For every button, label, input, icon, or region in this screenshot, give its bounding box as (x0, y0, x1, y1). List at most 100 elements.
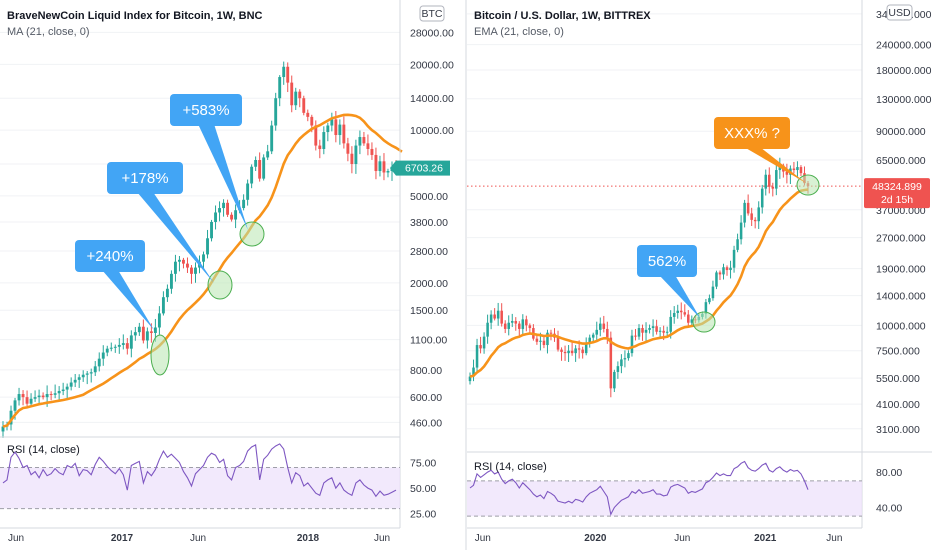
l-rsi-tick: 50.00 (410, 483, 436, 495)
candle-body (739, 222, 743, 240)
left-candles (1, 61, 398, 438)
r-price-tick: 5500.000 (876, 373, 920, 385)
candle-body (708, 298, 711, 303)
candle-body (133, 332, 137, 336)
r-price-tick: 240000.000 (876, 40, 932, 52)
candle-body (588, 337, 591, 343)
candle-body (294, 91, 298, 106)
candle-body (145, 331, 149, 341)
left-price-grid (0, 31, 400, 423)
candle-body (109, 347, 113, 349)
candle-body (546, 332, 549, 346)
candle-body (641, 328, 644, 333)
candle-body (278, 77, 282, 99)
candle-body (574, 348, 577, 354)
candle-body (326, 125, 330, 133)
r-price-tick: 3100.000 (876, 424, 920, 436)
right-time-axis: Jun 2020 Jun 2021 Jun (475, 533, 843, 544)
candle-body (33, 397, 37, 399)
candle-body (489, 314, 493, 323)
candle-body (250, 166, 254, 184)
candle-body (97, 358, 101, 367)
candle-body (378, 161, 382, 172)
candle-body (581, 349, 584, 354)
candle-body (41, 395, 45, 398)
candle-body (486, 322, 489, 337)
candle-body (382, 161, 386, 173)
l-price-tick: 14000.00 (410, 93, 454, 105)
l-price-tick: 5000.00 (410, 191, 448, 203)
candle-body (630, 335, 634, 354)
candle-body (366, 143, 370, 149)
r-price-tick: 180000.000 (876, 65, 932, 77)
l-time-tick: Jun (190, 533, 206, 544)
left-rsi-axis: 75.00 50.00 25.00 (410, 457, 436, 520)
candle-body (322, 132, 326, 149)
candle-body (577, 348, 581, 350)
candle-body (651, 326, 655, 329)
candle-body (479, 345, 482, 349)
candle-body (475, 345, 479, 368)
candle-body (374, 154, 378, 172)
candle-body (676, 310, 679, 313)
candle-body (370, 148, 374, 155)
right-last-price-marker: 48324.899 2d 15h (864, 178, 930, 209)
candle-body (298, 91, 302, 99)
annotation-pointer (102, 270, 154, 330)
candle-body (715, 272, 718, 287)
r-rsi-tick: 40.00 (876, 502, 902, 514)
candle-body (113, 346, 117, 348)
right-unit-badge[interactable]: USD (886, 4, 913, 21)
candle-body (117, 344, 121, 347)
candle-body (711, 286, 715, 299)
candle-body (539, 340, 542, 342)
candle-body (556, 337, 560, 350)
candle-body (286, 66, 290, 83)
annotation-text: XXX% ? (724, 125, 780, 142)
candle-body (290, 82, 294, 106)
candle-body (186, 263, 189, 268)
candle-body (599, 323, 602, 330)
left-plot-background (0, 0, 400, 437)
candle-body (648, 328, 651, 330)
candle-body (354, 145, 358, 164)
candle-body (725, 267, 729, 271)
candle-body (342, 124, 346, 144)
r-price-tick: 7500.000 (876, 346, 920, 358)
candle-body (334, 119, 338, 136)
l-price-tick: 28000.00 (410, 27, 454, 39)
candle-body (49, 394, 53, 396)
right-annotation-bubbles: 562% XXX% ? (637, 117, 806, 318)
candle-body (1, 426, 5, 432)
highlight-circle (239, 221, 265, 247)
right-price-axis: 340000.000240000.000180000.000130000.000… (876, 9, 932, 436)
candle-body (202, 254, 205, 262)
r-price-tick: 14000.000 (876, 291, 926, 303)
candle-body (637, 328, 641, 337)
candle-body (274, 98, 278, 126)
left-time-axis: Jun 2017 Jun 2018 Jun (8, 533, 390, 544)
candle-body (194, 267, 197, 274)
candle-body (535, 338, 539, 342)
candle-body (157, 313, 161, 328)
candle-body (528, 325, 532, 329)
left-unit-badge[interactable]: BTC (419, 5, 445, 22)
candle-body (669, 316, 672, 332)
candle-body (567, 350, 570, 354)
annotation-bubble (170, 94, 242, 126)
right-candles (468, 157, 810, 398)
annotation-bubble (714, 117, 790, 149)
l-price-tick: 800.00 (410, 365, 442, 377)
candle-body (234, 210, 238, 220)
candle-body (230, 214, 234, 220)
l-time-tick: 2017 (111, 533, 134, 544)
candle-body (338, 124, 342, 136)
candle-body (21, 394, 25, 398)
candle-body (606, 328, 609, 338)
left-rsi-line (2, 443, 397, 498)
r-time-tick: Jun (674, 533, 690, 544)
candle-body (746, 202, 750, 214)
right-chart-panel: 562% XXX% ? Bitcoin / U.S. Dollar, 1W, BI… (465, 0, 932, 550)
candle-body (65, 386, 69, 390)
candle-body (736, 239, 739, 250)
